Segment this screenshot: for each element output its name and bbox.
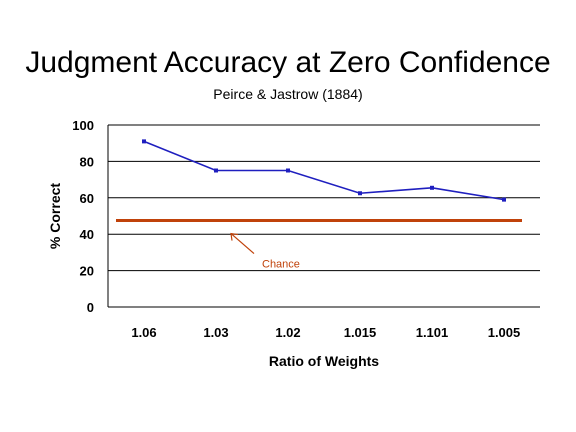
x-tick-label: 1.005 <box>488 325 521 340</box>
grid-lines <box>108 124 540 272</box>
y-tick-label: 80 <box>80 154 94 169</box>
chart-title: Judgment Accuracy at Zero Confidence <box>25 46 551 79</box>
chance-arrow <box>230 232 255 255</box>
y-tick-label: 60 <box>80 191 94 206</box>
x-tick-label: 1.03 <box>203 325 228 340</box>
arrow-shaft <box>230 233 255 255</box>
x-axis-label: Ratio of Weights <box>269 353 379 369</box>
x-tick-labels: 1.06 1.03 1.02 1.015 1.101 1.005 <box>131 325 520 340</box>
arrow-head <box>230 232 239 241</box>
chance-annotation: Chance <box>262 259 300 271</box>
data-point <box>286 168 290 173</box>
y-tick-labels: 0 20 40 60 80 100 <box>72 118 94 315</box>
data-point <box>142 139 146 144</box>
y-tick-label: 40 <box>80 227 94 242</box>
x-tick-label: 1.101 <box>416 325 449 340</box>
series-line <box>143 140 505 201</box>
x-tick-label: 1.02 <box>275 325 300 340</box>
series-group <box>142 139 506 202</box>
x-tick-label: 1.015 <box>344 325 377 340</box>
y-tick-label: 20 <box>80 264 94 279</box>
y-tick-label: 100 <box>72 118 94 133</box>
data-point <box>430 185 434 190</box>
data-point <box>502 197 506 202</box>
data-point <box>214 168 218 173</box>
x-tick-label: 1.06 <box>131 325 156 340</box>
y-axis-label: % Correct <box>47 183 63 249</box>
y-tick-label: 0 <box>87 300 94 315</box>
data-point <box>358 191 362 196</box>
chart-subtitle: Peirce & Jastrow (1884) <box>213 86 363 102</box>
